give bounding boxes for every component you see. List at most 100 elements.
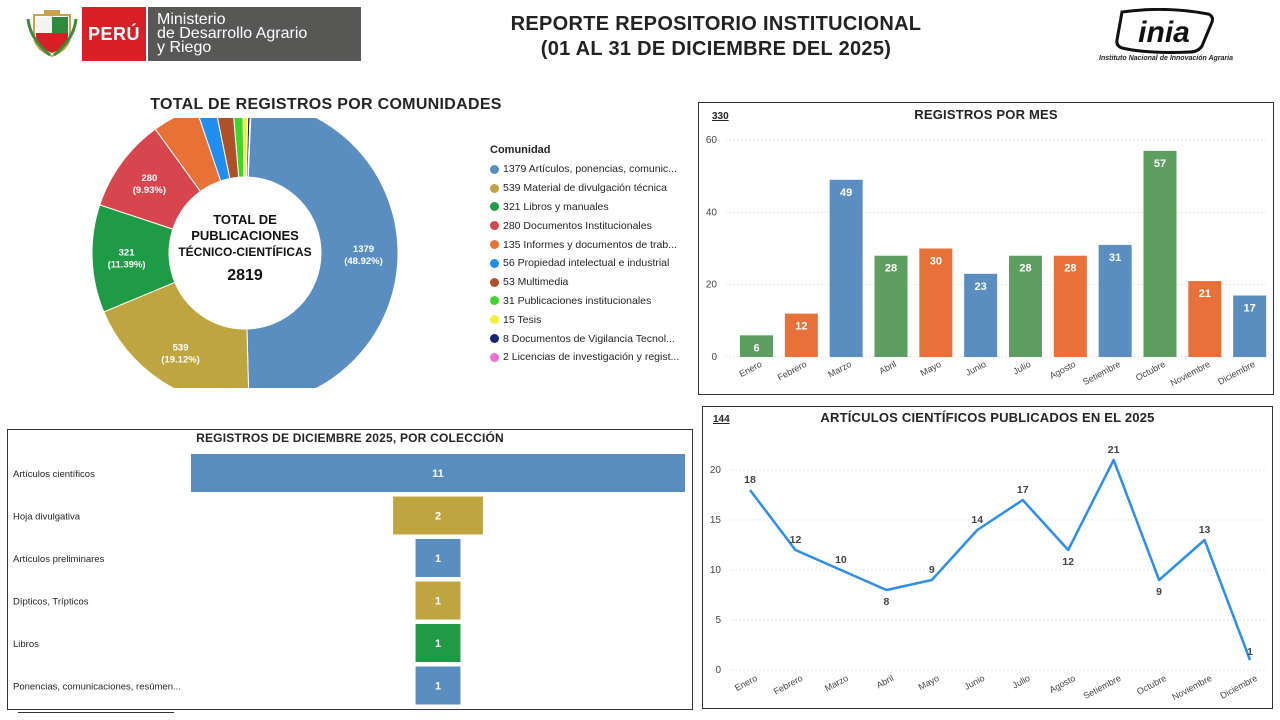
donut-legend: Comunidad 1379 Artículos, ponencias, com… bbox=[490, 144, 700, 367]
x-tick-label: Octubre bbox=[1135, 673, 1168, 697]
collection-value-label: 1 bbox=[435, 553, 441, 565]
collection-category-label: Artículos preliminares bbox=[13, 554, 105, 565]
point-value-label: 17 bbox=[1017, 484, 1029, 496]
month-bar bbox=[964, 273, 998, 357]
legend-item[interactable]: 1379 Artículos, ponencias, comunic... bbox=[490, 160, 700, 179]
collection-category-label: Dípticos, Trípticos bbox=[13, 597, 89, 608]
y-tick-label: 15 bbox=[710, 515, 722, 526]
report-title-line-1: REPORTE REPOSITORIO INSTITUCIONAL bbox=[510, 13, 922, 35]
articles-chart-panel: ARTÍCULOS CIENTÍFICOS PUBLICADOS EN EL 2… bbox=[702, 406, 1273, 709]
collection-category-label: Artículos científicos bbox=[13, 469, 95, 480]
y-tick-label: 20 bbox=[706, 280, 718, 291]
point-value-label: 12 bbox=[1062, 556, 1074, 568]
legend-label: 539 Material de divulgación técnica bbox=[503, 182, 668, 195]
legend-item[interactable]: 15 Tesis bbox=[490, 310, 700, 329]
legend-item[interactable]: 31 Publicaciones institucionales bbox=[490, 292, 700, 311]
x-tick-label: Mayo bbox=[917, 673, 941, 692]
donut-slice-value: 1379 bbox=[353, 244, 374, 255]
month-bar bbox=[829, 179, 863, 357]
collection-bar bbox=[393, 496, 483, 535]
x-tick-label: Febrero bbox=[772, 673, 805, 697]
x-tick-label: Agosto bbox=[1048, 673, 1077, 695]
peru-label: PERÚ bbox=[82, 7, 146, 61]
legend-item[interactable]: 53 Multimedia bbox=[490, 273, 700, 292]
point-value-label: 9 bbox=[1156, 586, 1162, 598]
ministry-name: Ministerio de Desarrollo Agrario y Riego bbox=[146, 7, 361, 61]
point-value-label: 18 bbox=[744, 474, 756, 486]
legend-label: 56 Propiedad intelectual e industrial bbox=[503, 257, 670, 270]
collection-value-label: 1 bbox=[435, 596, 441, 608]
month-bar bbox=[784, 313, 818, 357]
point-value-label: 14 bbox=[971, 514, 983, 526]
ministry-line-1: Ministerio bbox=[157, 11, 226, 28]
articles-series-line bbox=[749, 458, 1252, 661]
bar-value-label: 17 bbox=[1244, 303, 1256, 315]
bottom-divider bbox=[18, 712, 174, 713]
legend-swatch bbox=[490, 277, 499, 287]
point-value-label: 8 bbox=[883, 596, 889, 608]
collection-value-label: 1 bbox=[435, 638, 441, 650]
y-tick-label: 40 bbox=[706, 207, 718, 218]
collection-bar bbox=[191, 454, 685, 492]
donut-slice-percent: (19.12%) bbox=[161, 354, 200, 365]
bar-value-label: 28 bbox=[885, 263, 897, 275]
x-tick-label: Noviembre bbox=[1169, 359, 1212, 388]
legend-label: 1379 Artículos, ponencias, comunic... bbox=[503, 163, 677, 176]
inia-wordmark: inia bbox=[1138, 16, 1190, 49]
month-bar bbox=[874, 255, 908, 357]
collection-chart-title: REGISTROS DE DICIEMBRE 2025, POR COLECCI… bbox=[196, 431, 504, 445]
month-bar bbox=[1188, 281, 1222, 357]
articles-total: 144 bbox=[713, 414, 730, 425]
ministry-line-2: de Desarrollo Agrario bbox=[157, 25, 308, 42]
legend-swatch bbox=[490, 164, 499, 174]
legend-swatch bbox=[490, 315, 499, 325]
report-header: PERÚ Ministerio de Desarrollo Agrario y … bbox=[0, 0, 1280, 90]
bar-value-label: 21 bbox=[1199, 288, 1211, 300]
articles-line-chart: 0 5 10 15 20 18 Enero 12 Febrero 10 Marzo 8 Abril 9 Ma… bbox=[710, 444, 1265, 702]
x-tick-label: Marzo bbox=[823, 673, 850, 694]
inia-logo-icon: inia bbox=[1115, 7, 1214, 54]
legend-swatch bbox=[490, 202, 499, 212]
month-bar bbox=[1143, 150, 1177, 357]
bar-value-label: 23 bbox=[975, 281, 987, 293]
y-tick-label: 60 bbox=[706, 135, 718, 146]
legend-swatch bbox=[490, 334, 499, 344]
month-bar bbox=[1009, 255, 1042, 357]
donut-slice-value: 280 bbox=[141, 173, 157, 184]
month-bar bbox=[740, 335, 773, 357]
legend-item[interactable]: 539 Material de divulgación técnica bbox=[490, 179, 700, 198]
legend-item[interactable]: 56 Propiedad intelectual e industrial bbox=[490, 254, 700, 273]
legend-swatch bbox=[490, 352, 499, 362]
y-tick-label: 0 bbox=[711, 352, 717, 363]
point-value-label: 10 bbox=[835, 554, 847, 566]
legend-label: 135 Informes y documentos de trab... bbox=[503, 238, 677, 251]
monthly-chart-panel: REGISTROS POR MES 330 0 20 40 60 6 Enero 12 Feb… bbox=[698, 102, 1274, 395]
x-tick-label: Abril bbox=[875, 673, 896, 690]
bar-value-label: 12 bbox=[795, 321, 807, 333]
inia-logo: inia Instituto Nacional de Innovación Ag… bbox=[1086, 7, 1246, 68]
collection-bar bbox=[415, 666, 461, 705]
donut-center-line-1: TOTAL DE bbox=[213, 212, 277, 227]
report-title-line-2: (01 AL 31 DE DICIEMBRE DEL 2025) bbox=[540, 38, 892, 60]
month-bar bbox=[1233, 295, 1267, 357]
legend-item[interactable]: 280 Documentos Institucionales bbox=[490, 216, 700, 235]
legend-item[interactable]: 135 Informes y documentos de trab... bbox=[490, 235, 700, 254]
legend-label: 2 Licencias de investigación y regist... bbox=[503, 351, 680, 364]
x-tick-label: Setiembre bbox=[1081, 359, 1122, 387]
x-tick-label: Junio bbox=[964, 359, 988, 378]
point-value-label: 21 bbox=[1108, 444, 1120, 456]
donut-slice-percent: (9.93%) bbox=[133, 185, 166, 196]
legend-label: 280 Documentos Institucionales bbox=[503, 219, 652, 232]
inia-full-name: Instituto Nacional de Innovación Agraria bbox=[1099, 55, 1233, 62]
collection-category-label: Libros bbox=[13, 639, 39, 650]
legend-label: 8 Documentos de Vigilancia Tecnol... bbox=[503, 332, 675, 345]
donut-center-total: 2819 bbox=[227, 267, 263, 284]
collection-value-label: 11 bbox=[432, 468, 444, 480]
collection-value-label: 2 bbox=[435, 511, 441, 523]
legend-item[interactable]: 321 Libros y manuales bbox=[490, 198, 700, 217]
bar-value-label: 57 bbox=[1154, 158, 1166, 170]
legend-item[interactable]: 8 Documentos de Vigilancia Tecnol... bbox=[490, 329, 700, 348]
point-value-label: 1 bbox=[1247, 646, 1253, 658]
legend-item[interactable]: 2 Licencias de investigación y regist... bbox=[490, 348, 700, 367]
